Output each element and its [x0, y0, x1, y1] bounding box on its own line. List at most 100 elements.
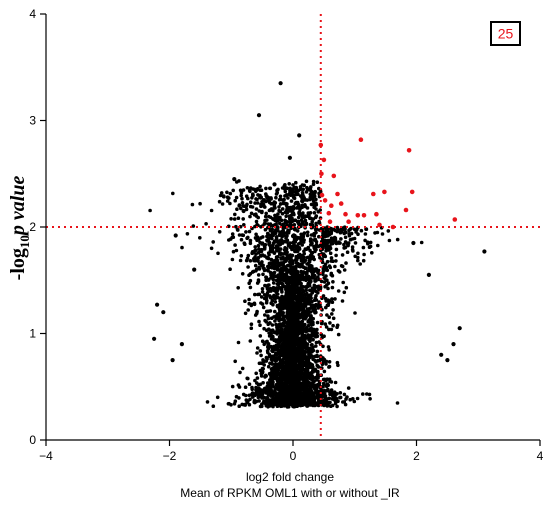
- data-point: [230, 257, 235, 262]
- data-point: [250, 250, 255, 254]
- data-point: [298, 338, 302, 343]
- data-point: [288, 290, 293, 294]
- data-point: [309, 314, 313, 318]
- data-point: [314, 340, 319, 345]
- data-point: [288, 189, 292, 193]
- data-point: [274, 235, 279, 239]
- data-point: [326, 388, 330, 392]
- data-point: [292, 243, 297, 247]
- data-point: [333, 239, 338, 243]
- data-point: [272, 239, 277, 243]
- data-point: [375, 230, 380, 235]
- data-point: [303, 258, 308, 263]
- data-point: [226, 402, 231, 406]
- data-point: [266, 222, 270, 226]
- data-point: [300, 215, 305, 219]
- significant-point: [382, 189, 387, 195]
- data-point: [318, 190, 323, 194]
- data-point: [359, 228, 364, 233]
- data-point: [315, 402, 319, 407]
- data-point: [256, 386, 261, 391]
- data-point: [368, 397, 372, 401]
- data-point: [281, 339, 286, 343]
- data-point-outlier: [192, 267, 197, 272]
- data-point: [231, 249, 236, 254]
- significant-point: [327, 219, 333, 224]
- data-point: [217, 230, 222, 234]
- data-point: [273, 274, 278, 279]
- significant-point: [322, 198, 328, 203]
- data-point: [311, 357, 315, 362]
- data-point: [255, 346, 260, 350]
- data-point: [333, 401, 338, 406]
- data-point: [293, 340, 298, 345]
- data-point: [248, 238, 253, 243]
- data-point: [260, 260, 264, 264]
- data-point: [245, 202, 249, 207]
- data-point: [315, 320, 320, 325]
- data-point: [278, 202, 283, 206]
- data-point: [395, 237, 400, 242]
- data-point: [365, 392, 369, 396]
- data-point: [279, 397, 284, 402]
- significant-point: [371, 191, 376, 197]
- data-point: [344, 261, 348, 265]
- data-point: [275, 215, 280, 219]
- data-point: [264, 186, 268, 191]
- data-point: [190, 202, 195, 207]
- significant-point: [343, 211, 348, 217]
- data-point: [298, 264, 303, 269]
- x-tick-label: −4: [39, 449, 53, 463]
- data-point: [239, 254, 244, 258]
- data-point: [288, 389, 293, 393]
- data-point: [335, 225, 340, 230]
- data-point: [255, 351, 259, 355]
- data-point: [273, 388, 277, 393]
- data-point: [286, 294, 290, 299]
- data-point: [263, 214, 268, 219]
- data-point: [293, 201, 298, 206]
- data-point: [334, 247, 339, 252]
- data-point: [262, 326, 266, 331]
- data-point: [355, 396, 360, 401]
- data-point: [285, 379, 290, 384]
- data-point: [345, 250, 350, 254]
- data-point-outlier: [232, 177, 237, 182]
- x-axis-label-line2: Mean of RPKM OML1 with or without _IR: [180, 486, 400, 500]
- data-point: [270, 393, 275, 397]
- data-point: [255, 201, 260, 205]
- data-point: [395, 401, 400, 405]
- data-point: [326, 383, 331, 388]
- data-point: [311, 337, 315, 342]
- data-point: [305, 188, 310, 192]
- data-point: [267, 233, 271, 237]
- data-point: [296, 219, 301, 224]
- data-point: [289, 271, 293, 276]
- data-point: [310, 266, 314, 270]
- data-point: [185, 232, 190, 236]
- data-point: [246, 253, 251, 258]
- data-point-outlier: [439, 352, 444, 357]
- data-point: [259, 188, 264, 192]
- data-point: [285, 387, 289, 392]
- data-point: [306, 211, 311, 215]
- data-point: [245, 186, 250, 190]
- data-point: [222, 194, 226, 199]
- data-point: [292, 227, 297, 232]
- data-point: [284, 209, 289, 214]
- data-point: [216, 251, 220, 256]
- data-point: [278, 299, 282, 303]
- data-point: [266, 251, 271, 255]
- data-point: [240, 196, 244, 201]
- axes: −4 −2 0 2 4 0 1 2 3 4: [29, 7, 543, 463]
- data-point: [283, 220, 288, 224]
- data-point: [309, 233, 314, 237]
- data-point: [289, 326, 293, 330]
- data-point: [260, 287, 265, 291]
- data-point: [294, 180, 298, 185]
- data-point: [330, 397, 335, 401]
- data-point: [276, 261, 281, 265]
- data-point: [310, 270, 314, 275]
- data-point: [312, 333, 316, 337]
